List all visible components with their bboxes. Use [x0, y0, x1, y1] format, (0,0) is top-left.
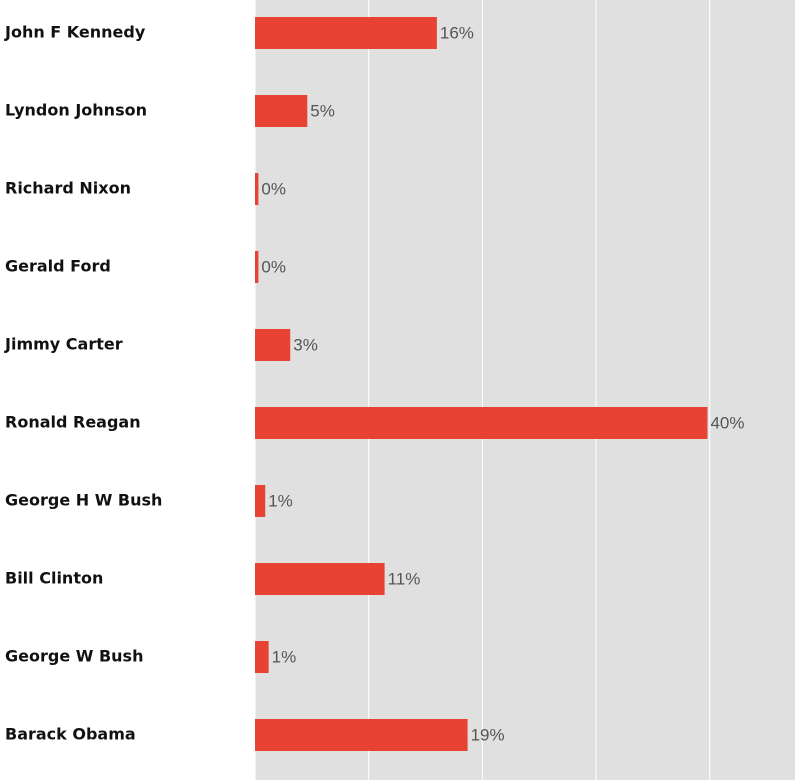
bar [255, 563, 385, 595]
category-label: Bill Clinton [5, 569, 103, 588]
value-label: 0% [261, 257, 286, 276]
value-label: 19% [471, 725, 505, 744]
category-label: Lyndon Johnson [5, 101, 147, 120]
category-label: Gerald Ford [5, 257, 111, 276]
plot-background [255, 0, 795, 780]
category-label: Ronald Reagan [5, 413, 141, 432]
bar [255, 95, 308, 127]
bar [255, 329, 291, 361]
category-label: George H W Bush [5, 491, 162, 510]
category-label: John F Kennedy [4, 23, 146, 42]
bar [255, 17, 437, 49]
bar [255, 251, 259, 283]
value-label: 5% [310, 101, 335, 120]
bar [255, 173, 259, 205]
category-label: George W Bush [5, 647, 143, 666]
value-label: 1% [272, 647, 297, 666]
category-label: Jimmy Carter [4, 335, 123, 354]
value-label: 3% [293, 335, 318, 354]
bar [255, 641, 269, 673]
value-label: 40% [710, 413, 744, 432]
value-label: 1% [268, 491, 293, 510]
bar [255, 407, 708, 439]
category-label: Richard Nixon [5, 179, 131, 198]
category-label: Barack Obama [5, 725, 136, 744]
value-label: 16% [440, 23, 474, 42]
bar [255, 719, 468, 751]
value-label: 11% [388, 569, 421, 588]
bar [255, 485, 266, 517]
value-label: 0% [261, 179, 286, 198]
